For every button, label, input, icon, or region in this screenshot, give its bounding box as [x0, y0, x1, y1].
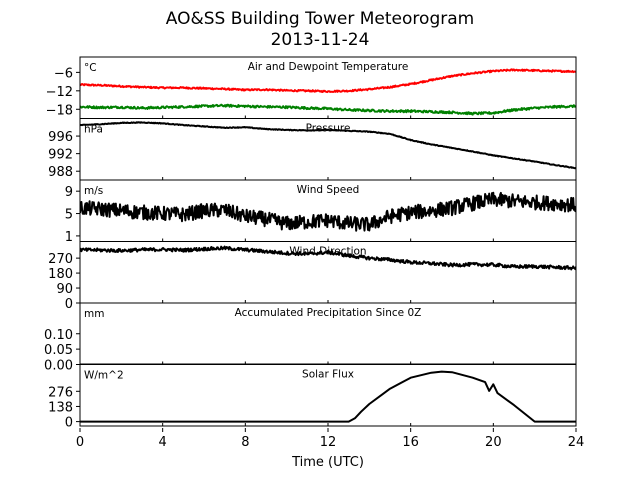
y-tick-label: 988 — [48, 165, 73, 180]
panel-unit-label: mm — [84, 308, 104, 320]
y-tick-label: 1 — [65, 230, 73, 245]
y-tick-label: 138 — [48, 400, 73, 415]
series-line-6-1 — [80, 370, 576, 423]
panel-3: 9 5 1 Wind Speed m/s — [65, 179, 577, 245]
x-tick-label: 16 — [402, 435, 419, 450]
series-line-1-2 — [80, 103, 576, 116]
x-tick-label: 12 — [320, 435, 337, 450]
panel-title: Pressure — [306, 123, 351, 135]
panel-unit-label: W/m^2 — [84, 370, 124, 382]
series-line-1-1 — [80, 68, 576, 94]
y-tick-label: −18 — [46, 103, 73, 118]
series-line-3-1 — [80, 191, 576, 232]
y-tick-label: 276 — [48, 385, 73, 400]
y-tick-label: 0.10 — [44, 328, 73, 343]
y-tick-label: 270 — [48, 252, 73, 267]
x-tick-label: 8 — [241, 435, 249, 450]
panel-title: Wind Speed — [297, 184, 360, 196]
series-line-2-1 — [80, 121, 576, 170]
panel-5: 0.100.050.00 Accumulated Precipitation Si… — [44, 302, 577, 374]
y-tick-label: 996 — [48, 130, 73, 145]
y-tick-label: 992 — [48, 148, 73, 163]
y-tick-label: 180 — [48, 267, 73, 282]
panel-unit-label: m/s — [84, 185, 103, 197]
panel-1: −6 −12 −18 Air and Dewpoint Temperature °C — [46, 56, 577, 119]
panel-title: Solar Flux — [302, 369, 354, 381]
x-tick-label: 4 — [159, 435, 167, 450]
y-tick-label: −12 — [46, 85, 73, 100]
panel-title: Accumulated Precipitation Since 0Z — [235, 307, 422, 319]
panel-unit-label: hPa — [84, 124, 103, 136]
figure-title: AO&SS Building Tower Meteorogram — [166, 9, 474, 29]
y-tick-label: 5 — [65, 208, 73, 223]
series-line-4-1 — [80, 245, 576, 271]
x-tick-label: 24 — [568, 435, 585, 450]
figure-subtitle: 2013-11-24 — [271, 30, 370, 50]
y-tick-label: −6 — [54, 66, 73, 81]
panel-unit-label: °C — [84, 62, 97, 74]
y-tick-label: 9 — [65, 185, 73, 200]
y-tick-label: 0 — [65, 416, 73, 431]
y-tick-label: 0 — [65, 297, 73, 312]
x-tick-label: 0 — [76, 435, 84, 450]
y-tick-label: 90 — [56, 282, 73, 297]
y-tick-label: 0.00 — [44, 359, 73, 374]
panel-title: Wind Direction — [289, 246, 366, 258]
x-axis-label: Time (UTC) — [291, 455, 364, 470]
panel-title: Air and Dewpoint Temperature — [248, 61, 409, 73]
y-tick-label: 0.05 — [44, 343, 73, 358]
x-axis: 0 4 8 12 16 20 24 — [76, 428, 584, 450]
panel-2: 996 992 988 Pressure hPa — [48, 118, 577, 181]
x-tick-label: 20 — [485, 435, 502, 450]
